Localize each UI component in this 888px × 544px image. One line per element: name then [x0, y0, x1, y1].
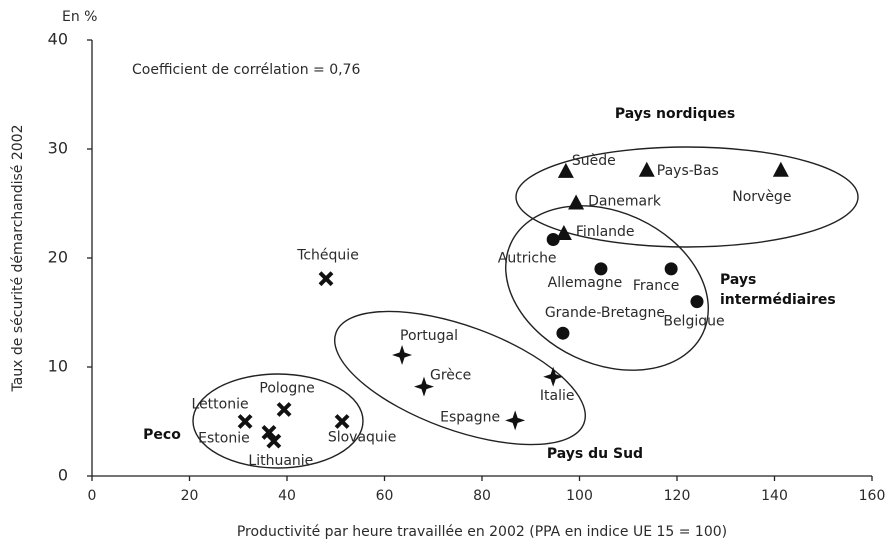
point-label: Portugal [400, 328, 458, 344]
x-tick-label: 140 [761, 488, 788, 504]
annotation: Coefficient de corrélation = 0,76 [132, 62, 360, 78]
point [392, 345, 413, 366]
point [276, 402, 292, 417]
x-tick-label: 20 [181, 488, 199, 504]
point-label: Slovaquie [328, 430, 396, 446]
point [505, 410, 526, 431]
x-tick-label: 40 [278, 488, 296, 504]
y-axis-label: Taux de sécurité démarchandisé 2002 [10, 125, 26, 393]
group-label: Pays nordiques [615, 106, 735, 122]
point [261, 424, 277, 440]
x-tick-label: 60 [376, 488, 394, 504]
point [690, 295, 704, 309]
point-label: Italie [540, 388, 575, 404]
point-label: Pays-Bas [657, 163, 719, 179]
point [664, 262, 678, 276]
x-tick-label: 80 [473, 488, 491, 504]
point-label: Lettonie [192, 397, 249, 413]
point-label: Pologne [259, 381, 314, 397]
point-label: Tchéquie [296, 248, 359, 264]
point [772, 161, 789, 177]
group-label: Pays intermédiaires [720, 272, 836, 308]
point-label: Allemagne [548, 275, 623, 291]
y-tick-label: 20 [48, 248, 68, 267]
point-label: Finlande [576, 224, 635, 240]
point-label: Norvège [732, 189, 791, 205]
point [638, 161, 655, 177]
point-label: France [633, 278, 680, 294]
point-label: Grande-Bretagne [545, 305, 665, 321]
group-label: Peco [143, 427, 181, 443]
point-label: Suède [572, 153, 616, 169]
point [556, 326, 570, 340]
point-label: Danemark [588, 194, 662, 210]
point [318, 271, 334, 287]
x-tick-label: 160 [859, 488, 886, 504]
point [555, 225, 572, 241]
point [557, 162, 574, 178]
group-ellipse [505, 205, 709, 371]
group-ellipse [515, 146, 859, 248]
point [413, 376, 434, 397]
point [594, 262, 608, 276]
point [334, 414, 350, 429]
group-label: Pays du Sud [547, 446, 643, 462]
point [543, 366, 564, 387]
point [266, 433, 282, 449]
point-label: Lithuanie [248, 453, 313, 469]
point-label: Espagne [440, 409, 500, 425]
point-label: Estonie [198, 430, 250, 446]
x-tick-label: 120 [664, 488, 691, 504]
x-tick-label: 100 [566, 488, 593, 504]
y-tick-label: 10 [48, 357, 68, 376]
point-label: Belgique [663, 314, 724, 330]
x-tick-label: 0 [88, 488, 97, 504]
point [568, 194, 585, 210]
point-label: Autriche [498, 250, 557, 266]
group-ellipse [333, 310, 587, 446]
x-axis-label: Productivité par heure travaillée en 200… [237, 524, 727, 540]
y-tick-label: 40 [48, 30, 68, 49]
unit-label: En % [62, 9, 97, 25]
point [546, 232, 560, 246]
y-tick-label: 0 [58, 466, 68, 485]
y-tick-label: 30 [48, 139, 68, 158]
point [237, 414, 253, 429]
point-label: Grèce [430, 368, 471, 384]
group-ellipse [192, 373, 364, 469]
